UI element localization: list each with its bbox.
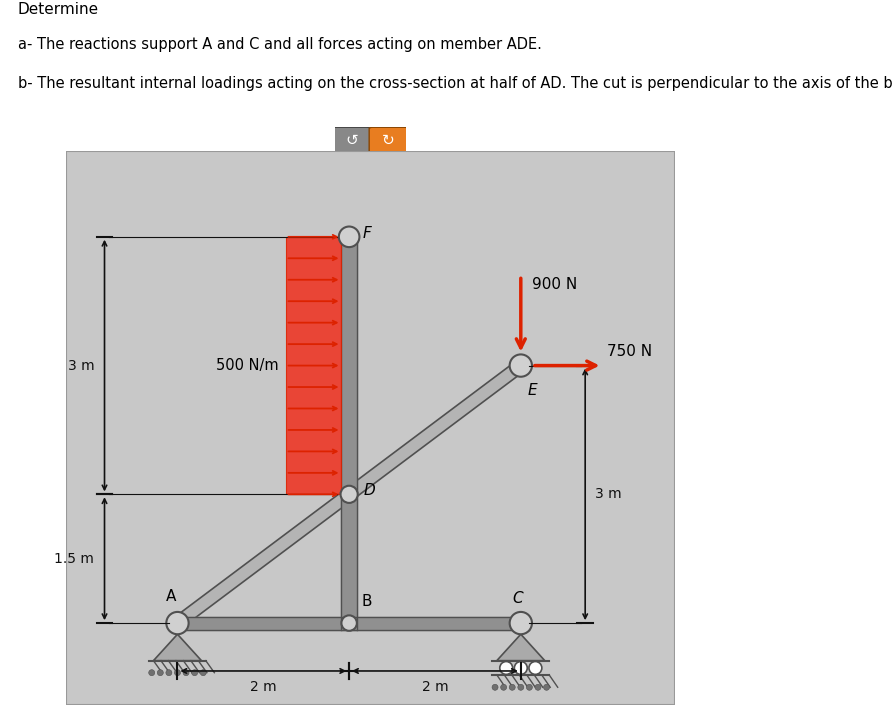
Text: 1.5 m: 1.5 m [54,551,94,566]
Text: A: A [165,589,176,604]
Text: E: E [528,383,538,398]
Text: D: D [363,483,375,498]
Text: a- The reactions support A and C and all forces acting on member ADE.: a- The reactions support A and C and all… [18,37,541,52]
Text: 2 m: 2 m [421,679,448,694]
Circle shape [529,661,542,674]
Circle shape [183,669,189,676]
Circle shape [192,669,197,676]
Polygon shape [173,360,525,628]
FancyBboxPatch shape [332,127,371,155]
Bar [286,237,341,495]
Text: C: C [512,591,522,606]
Text: 900 N: 900 N [532,277,577,291]
Text: 3 m: 3 m [68,359,94,372]
Circle shape [338,226,360,247]
Circle shape [492,684,498,690]
Circle shape [518,684,524,690]
Circle shape [341,615,357,631]
Circle shape [174,669,180,676]
Circle shape [166,612,188,634]
Polygon shape [497,634,545,661]
Text: B: B [361,595,371,609]
Circle shape [501,684,506,690]
FancyBboxPatch shape [369,127,408,155]
Text: Determine: Determine [18,2,99,17]
Circle shape [510,612,532,634]
Circle shape [166,669,171,676]
Text: 2 m: 2 m [250,679,277,694]
Circle shape [535,684,541,690]
Circle shape [500,661,513,674]
Circle shape [526,684,532,690]
Circle shape [544,684,549,690]
Circle shape [340,486,358,503]
Circle shape [157,669,163,676]
Text: 3 m: 3 m [596,487,622,501]
Circle shape [149,669,154,676]
Text: 750 N: 750 N [606,344,652,359]
Text: ↻: ↻ [382,133,395,148]
Circle shape [200,669,206,676]
Circle shape [514,661,527,674]
Text: b- The resultant internal loadings acting on the cross-section at half of AD. Th: b- The resultant internal loadings actin… [18,75,893,91]
Text: ↺: ↺ [345,133,358,148]
Text: 500 N/m: 500 N/m [216,358,279,373]
Circle shape [509,684,515,690]
Polygon shape [154,634,202,661]
Circle shape [510,354,532,377]
Text: F: F [363,226,371,241]
